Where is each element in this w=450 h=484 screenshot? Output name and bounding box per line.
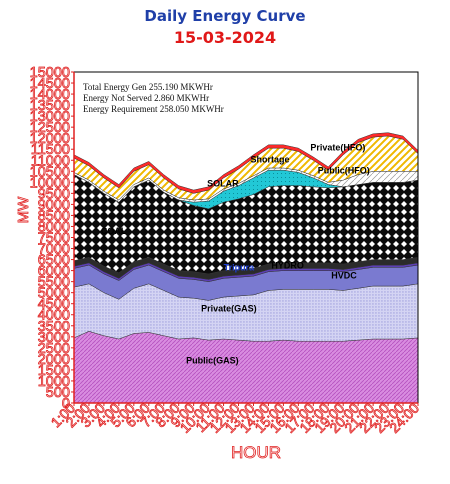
y-tick-label: 9500	[38, 186, 70, 202]
y-tick-label: 6500	[38, 253, 70, 269]
y-tick-label: 500	[46, 385, 70, 401]
y-tick-label: 12500	[30, 120, 70, 136]
y-tick-label: 12000	[30, 131, 70, 147]
y-tick-label: 0	[62, 396, 70, 412]
y-tick-label: 8500	[38, 208, 70, 224]
y-tick-label: 14000	[30, 87, 70, 103]
y-tick-label: 7000	[38, 242, 70, 258]
series-label-hvdc: HVDC	[331, 270, 357, 280]
y-tick-label: 2000	[38, 352, 70, 368]
y-tick-label: 15000	[30, 65, 70, 81]
y-tick-label: 13000	[30, 109, 70, 125]
y-tick-label: 1000	[38, 374, 70, 390]
y-axis-label: MW	[15, 196, 32, 223]
series-label-coal: COAL	[101, 226, 127, 236]
series-label-tripura: Tripura	[224, 263, 256, 273]
y-tick-label: 5500	[38, 275, 70, 291]
series-label-private-gas: Private(GAS)	[201, 303, 257, 313]
y-tick-label: 3500	[38, 319, 70, 335]
y-tick-label: 9000	[38, 197, 70, 213]
series-label-shortage: Shortage	[250, 154, 289, 164]
series-label-private-hfo: Private(HFO)	[310, 142, 365, 152]
y-tick-label: 2500	[38, 341, 70, 357]
series-label-solar: SOLAR	[207, 179, 239, 189]
y-tick-label: 4000	[38, 308, 70, 324]
summary-line-1: Total Energy Gen 255.190 MKWHr	[83, 82, 213, 92]
y-tick-label: 8000	[38, 219, 70, 235]
y-tick-label: 6000	[38, 264, 70, 280]
y-tick-label: 1500	[38, 363, 70, 379]
area-public-gas	[73, 331, 419, 404]
x-axis-label: HOUR	[231, 443, 281, 462]
summary-line-3: Energy Requirement 258.050 MKWHr	[83, 104, 224, 114]
series-label-public-hfo: Public(HFO)	[318, 166, 370, 176]
series-label-hydro: HYDRO	[271, 260, 304, 270]
y-tick-label: 11000	[31, 153, 70, 169]
series-labels-layer: Public(GAS) Private(GAS) HVDC Tripura HYDRO C…	[101, 142, 370, 365]
chart-date: 15-03-2024	[173, 28, 277, 47]
y-tick-label: 11500	[31, 142, 70, 158]
y-tick-label: 7500	[38, 231, 70, 247]
y-tick-label: 5000	[38, 286, 70, 302]
y-tick-label: 14500	[30, 76, 70, 92]
series-label-public-gas: Public(GAS)	[186, 355, 239, 365]
y-tick-label: 3000	[38, 330, 70, 346]
y-tick-label: 10500	[30, 164, 70, 180]
summary-line-2: Energy Not Served 2.860 MKWHr	[83, 93, 209, 103]
chart-title: Daily Energy Curve	[144, 7, 306, 25]
y-tick-label: 4500	[38, 297, 70, 313]
y-tick-label: 13500	[30, 98, 70, 114]
y-tick-label: 10000	[30, 175, 70, 191]
